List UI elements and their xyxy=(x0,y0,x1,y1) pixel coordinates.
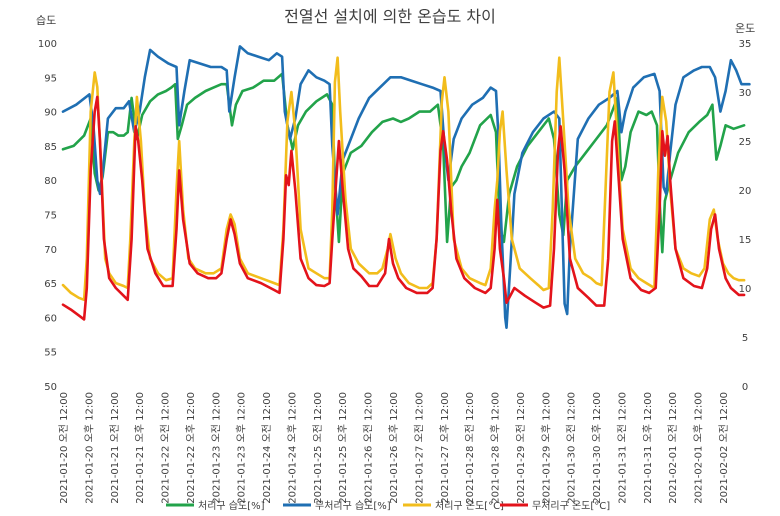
legend-label: 무처리구 습도[%] xyxy=(315,500,391,512)
x-tick-label: 2021-01-21 오후 12:00 xyxy=(134,392,146,504)
x-tick-label: 2021-01-30 오전 12:00 xyxy=(566,392,578,504)
right-tick-label: 25 xyxy=(739,137,752,148)
x-tick-label: 2021-01-22 오후 12:00 xyxy=(185,392,197,504)
series-line-1 xyxy=(61,72,746,254)
x-tick-label: 2021-01-31 오후 12:00 xyxy=(642,392,654,504)
x-tick-label: 2021-01-29 오후 12:00 xyxy=(540,392,552,504)
x-tick-label: 2021-01-25 오전 12:00 xyxy=(312,392,324,504)
x-tick-label: 2021-01-27 오후 12:00 xyxy=(439,392,451,504)
chart-title: 전열선 설치에 의한 온습도 차이 xyxy=(284,7,496,26)
legend-label: 처리구 온도[°C] xyxy=(435,500,504,512)
right-tick-label: 35 xyxy=(739,39,752,50)
x-tick-label: 2021-01-27 오전 12:00 xyxy=(413,392,425,504)
right-tick-label: 20 xyxy=(739,186,752,197)
legend: 처리구 습도[%] 무처리구 습도[%] 처리구 온도[°C] 무처리구 온도[°C] xyxy=(166,500,610,512)
x-tick-label: 2021-01-28 오후 12:00 xyxy=(490,392,502,504)
left-tick-label: 70 xyxy=(44,245,57,256)
left-tick-label: 75 xyxy=(44,211,57,222)
legend-label: 처리구 습도[%] xyxy=(198,500,265,512)
x-tick-label: 2021-01-25 오후 12:00 xyxy=(337,392,349,504)
left-tick-label: 90 xyxy=(44,108,57,119)
x-tick-label: 2021-01-24 오후 12:00 xyxy=(286,392,298,504)
x-tick-label: 2021-01-24 오전 12:00 xyxy=(261,392,273,504)
right-tick-label: 0 xyxy=(742,382,748,393)
series-line-4 xyxy=(61,95,746,321)
left-tick-label: 95 xyxy=(44,73,57,84)
left-tick-label: 55 xyxy=(44,348,57,359)
series-line-3 xyxy=(61,56,746,302)
x-tick-label: 2021-01-28 오전 12:00 xyxy=(464,392,476,504)
x-tick-label: 2021-01-23 오전 12:00 xyxy=(210,392,222,504)
right-axis-ticks: 0 5 10 15 20 25 30 35 xyxy=(739,39,752,393)
right-tick-label: 5 xyxy=(742,333,748,344)
x-tick-label: 2021-01-30 오후 12:00 xyxy=(591,392,603,504)
left-tick-label: 50 xyxy=(44,382,57,393)
x-tick-label: 2021-01-22 오전 12:00 xyxy=(160,392,172,504)
left-tick-label: 60 xyxy=(44,313,57,324)
x-tick-label: 2021-01-26 오전 12:00 xyxy=(363,392,375,504)
right-axis-title: 온도 xyxy=(735,22,755,35)
x-tick-label: 2021-01-31 오전 12:00 xyxy=(616,392,628,504)
x-tick-label: 2021-01-20 오후 12:00 xyxy=(83,392,95,504)
x-tick-label: 2021-01-21 오전 12:00 xyxy=(109,392,121,504)
series-lines xyxy=(61,45,751,329)
x-axis-ticks: 2021-01-20 오전 12:00 2021-01-20 오후 12:00 20… xyxy=(58,392,730,504)
series-line-2 xyxy=(61,45,751,329)
right-tick-label: 15 xyxy=(739,235,752,246)
right-tick-label: 30 xyxy=(739,88,752,99)
legend-label: 무처리구 온도[°C] xyxy=(532,500,610,512)
left-axis-ticks: 50 55 60 65 70 75 80 85 90 95 100 xyxy=(38,39,57,393)
left-axis-title: 습도 xyxy=(36,14,56,27)
x-tick-label: 2021-01-26 오후 12:00 xyxy=(388,392,400,504)
left-tick-label: 80 xyxy=(44,176,57,187)
x-tick-label: 2021-01-20 오전 12:00 xyxy=(58,392,70,504)
right-tick-label: 10 xyxy=(739,284,752,295)
x-tick-label: 2021-02-01 오전 12:00 xyxy=(667,392,679,504)
x-tick-label: 2021-01-23 오후 12:00 xyxy=(236,392,248,504)
x-tick-label: 2021-02-02 오전 12:00 xyxy=(718,392,730,504)
left-tick-label: 85 xyxy=(44,142,57,153)
left-tick-label: 100 xyxy=(38,39,57,50)
x-tick-label: 2021-02-01 오후 12:00 xyxy=(693,392,705,504)
x-tick-label: 2021-01-29 오전 12:00 xyxy=(515,392,527,504)
left-tick-label: 65 xyxy=(44,279,57,290)
